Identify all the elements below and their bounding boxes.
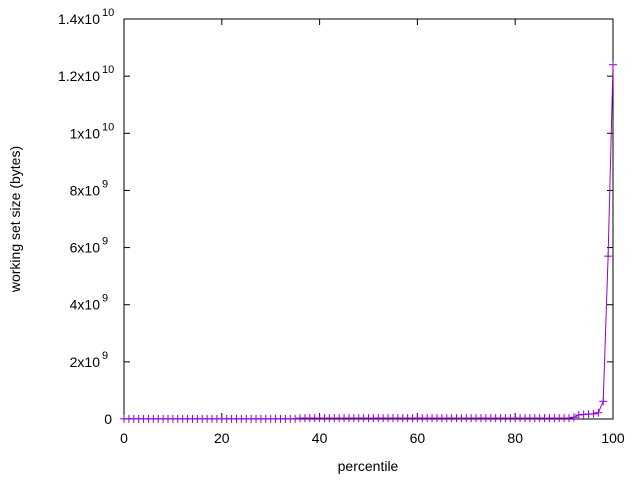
x-tick-label: 20 [214,430,230,446]
y-tick-label: 1x10 [70,125,101,141]
y-tick-label: 0 [104,411,112,427]
data-point [291,414,300,423]
x-tick-label: 80 [507,430,523,446]
y-tick-label: 1.4x10 [58,11,100,27]
y-tick-exponent: 10 [102,7,114,19]
y-axis-label: working set size (bytes) [7,146,23,293]
data-point [564,414,573,423]
x-tick-label: 40 [312,430,328,446]
x-tick-label: 100 [601,430,625,446]
x-axis-ticks: 0 20 40 60 80 100 [120,19,625,446]
data-point [574,411,583,419]
data-point [589,409,598,418]
y-tick-label: 6x10 [70,240,101,256]
y-tick-exponent: 9 [102,293,108,305]
data-point [609,60,617,69]
y-tick-exponent: 9 [102,350,108,362]
y-tick-exponent: 9 [102,178,108,190]
y-tick-label: 4x10 [70,297,101,313]
x-axis-label: percentile [338,458,399,474]
y-tick-label: 8x10 [70,182,101,198]
y-tick-label: 1.2x10 [58,68,100,84]
x-tick-label: 60 [410,430,426,446]
y-tick-exponent: 9 [102,236,108,248]
data-point [599,397,608,406]
plot-border [123,18,614,420]
y-tick-exponent: 10 [102,121,114,133]
y-tick-label: 2x10 [70,354,101,370]
data-point [569,413,578,422]
series-line [124,64,614,420]
y-tick-exponent: 10 [102,64,114,76]
data-point [604,252,613,261]
series-points [120,60,617,423]
x-tick-label: 0 [120,430,128,446]
data-point [594,408,603,417]
